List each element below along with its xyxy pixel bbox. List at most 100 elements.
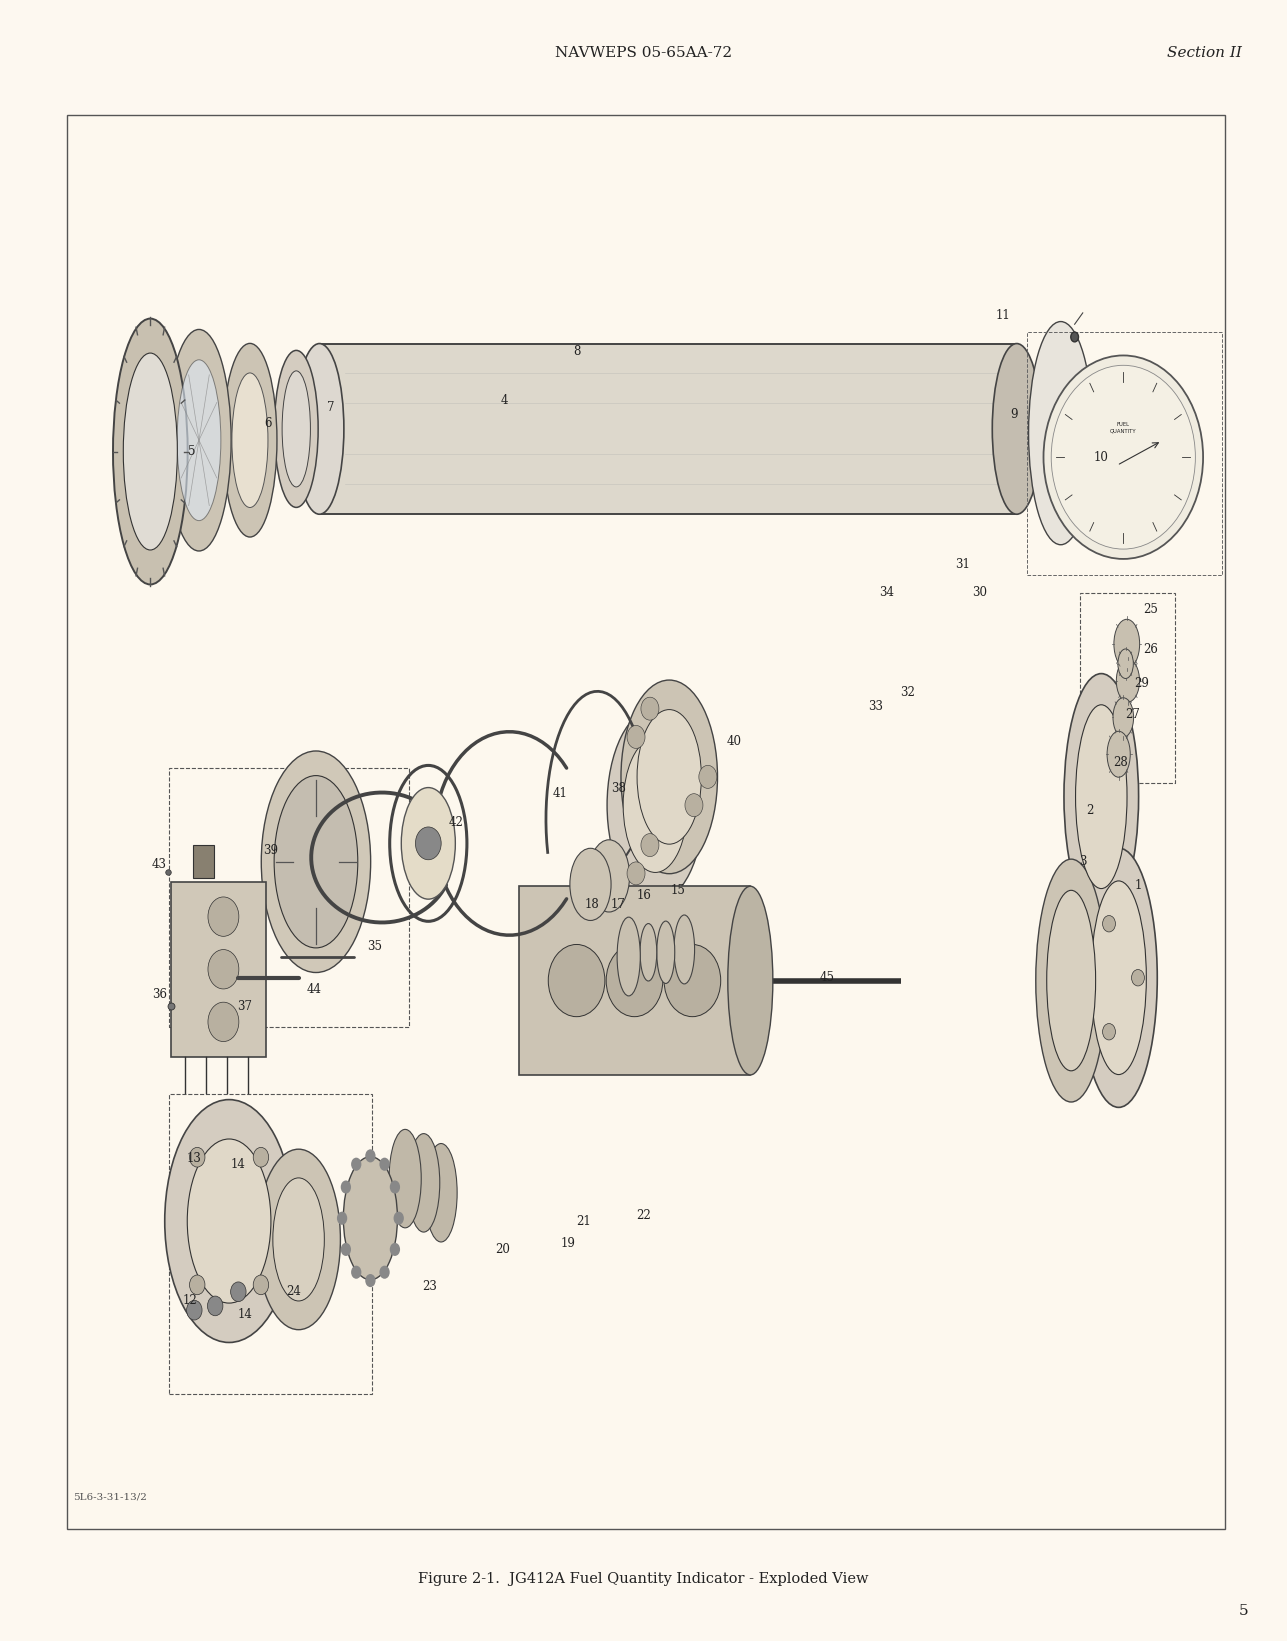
Ellipse shape (1046, 891, 1095, 1072)
Text: 13: 13 (187, 1152, 202, 1165)
Ellipse shape (178, 359, 221, 520)
Text: 25: 25 (1144, 604, 1158, 617)
Text: 30: 30 (972, 586, 987, 599)
Circle shape (606, 945, 663, 1017)
Circle shape (390, 1180, 400, 1193)
Circle shape (230, 1282, 246, 1301)
Ellipse shape (261, 752, 371, 973)
Circle shape (685, 794, 703, 817)
Circle shape (189, 1147, 205, 1167)
Ellipse shape (1107, 732, 1130, 778)
Text: 38: 38 (611, 781, 625, 794)
Circle shape (189, 1275, 205, 1295)
Ellipse shape (1080, 848, 1157, 1108)
Text: 41: 41 (553, 788, 568, 801)
Text: 24: 24 (287, 1285, 301, 1298)
Text: 9: 9 (1010, 409, 1018, 422)
Circle shape (337, 1211, 347, 1224)
Text: 4: 4 (501, 394, 508, 407)
Ellipse shape (1036, 860, 1107, 1103)
Ellipse shape (1028, 322, 1093, 545)
Circle shape (1071, 331, 1079, 341)
Ellipse shape (620, 679, 718, 873)
Circle shape (548, 945, 605, 1017)
Ellipse shape (408, 1134, 440, 1232)
Text: 12: 12 (183, 1293, 197, 1306)
Ellipse shape (1076, 704, 1127, 888)
Circle shape (207, 1296, 223, 1316)
Text: 20: 20 (495, 1242, 510, 1255)
Text: 8: 8 (573, 345, 580, 358)
Text: 22: 22 (636, 1209, 651, 1223)
Text: 21: 21 (577, 1214, 591, 1227)
Bar (193, 845, 214, 878)
Text: 40: 40 (727, 735, 741, 748)
Circle shape (380, 1157, 390, 1170)
Circle shape (208, 1003, 239, 1042)
Ellipse shape (992, 343, 1041, 514)
Text: 44: 44 (306, 983, 322, 996)
Text: 35: 35 (368, 940, 382, 953)
Circle shape (254, 1147, 269, 1167)
Bar (169, 768, 409, 1027)
Text: 29: 29 (1134, 678, 1149, 689)
Circle shape (390, 1242, 400, 1255)
Ellipse shape (274, 351, 318, 507)
Ellipse shape (295, 343, 344, 514)
Text: 37: 37 (237, 999, 252, 1012)
Ellipse shape (656, 921, 674, 983)
Circle shape (341, 1242, 351, 1255)
Circle shape (641, 697, 659, 720)
Bar (171, 881, 266, 1057)
Text: 43: 43 (152, 858, 167, 871)
Text: 33: 33 (867, 699, 883, 712)
Text: 6: 6 (265, 417, 273, 430)
Ellipse shape (402, 788, 456, 899)
Ellipse shape (588, 840, 629, 912)
Text: 7: 7 (327, 400, 335, 414)
Text: 36: 36 (152, 988, 167, 1001)
Text: 39: 39 (264, 843, 278, 857)
Ellipse shape (274, 776, 358, 948)
Text: 32: 32 (901, 686, 915, 699)
Circle shape (699, 765, 717, 788)
Circle shape (351, 1157, 362, 1170)
Bar (519, 886, 750, 1075)
Ellipse shape (1116, 660, 1139, 702)
Text: 26: 26 (1144, 643, 1158, 656)
Text: 1: 1 (1135, 880, 1142, 893)
Text: FUEL
QUANTITY: FUEL QUANTITY (1109, 422, 1136, 433)
Circle shape (627, 862, 645, 884)
Circle shape (341, 1180, 351, 1193)
Circle shape (187, 1300, 202, 1319)
Text: 31: 31 (955, 558, 969, 571)
Text: 45: 45 (820, 971, 834, 985)
Ellipse shape (727, 886, 772, 1075)
Ellipse shape (1064, 673, 1139, 919)
Circle shape (416, 827, 441, 860)
Circle shape (254, 1275, 269, 1295)
Bar (67, 115, 1225, 1529)
Text: 15: 15 (671, 883, 686, 896)
Bar (1081, 592, 1175, 783)
Ellipse shape (1115, 619, 1140, 668)
Ellipse shape (389, 1129, 421, 1227)
Circle shape (664, 945, 721, 1017)
Ellipse shape (282, 371, 310, 487)
Text: 2: 2 (1086, 804, 1094, 817)
Ellipse shape (124, 353, 178, 550)
Ellipse shape (425, 1144, 457, 1242)
Circle shape (351, 1265, 362, 1278)
Circle shape (1103, 1024, 1116, 1040)
Ellipse shape (623, 738, 687, 873)
Text: 14: 14 (230, 1159, 246, 1172)
Text: 14: 14 (238, 1308, 252, 1321)
Text: 5: 5 (188, 445, 196, 458)
Ellipse shape (637, 709, 701, 843)
Text: Figure 2-1.  JG412A Fuel Quantity Indicator - Exploded View: Figure 2-1. JG412A Fuel Quantity Indicat… (418, 1572, 869, 1585)
Text: 3: 3 (1079, 855, 1086, 868)
Circle shape (1051, 366, 1196, 550)
Polygon shape (319, 343, 1017, 514)
Circle shape (641, 834, 659, 857)
Text: 19: 19 (561, 1237, 575, 1250)
